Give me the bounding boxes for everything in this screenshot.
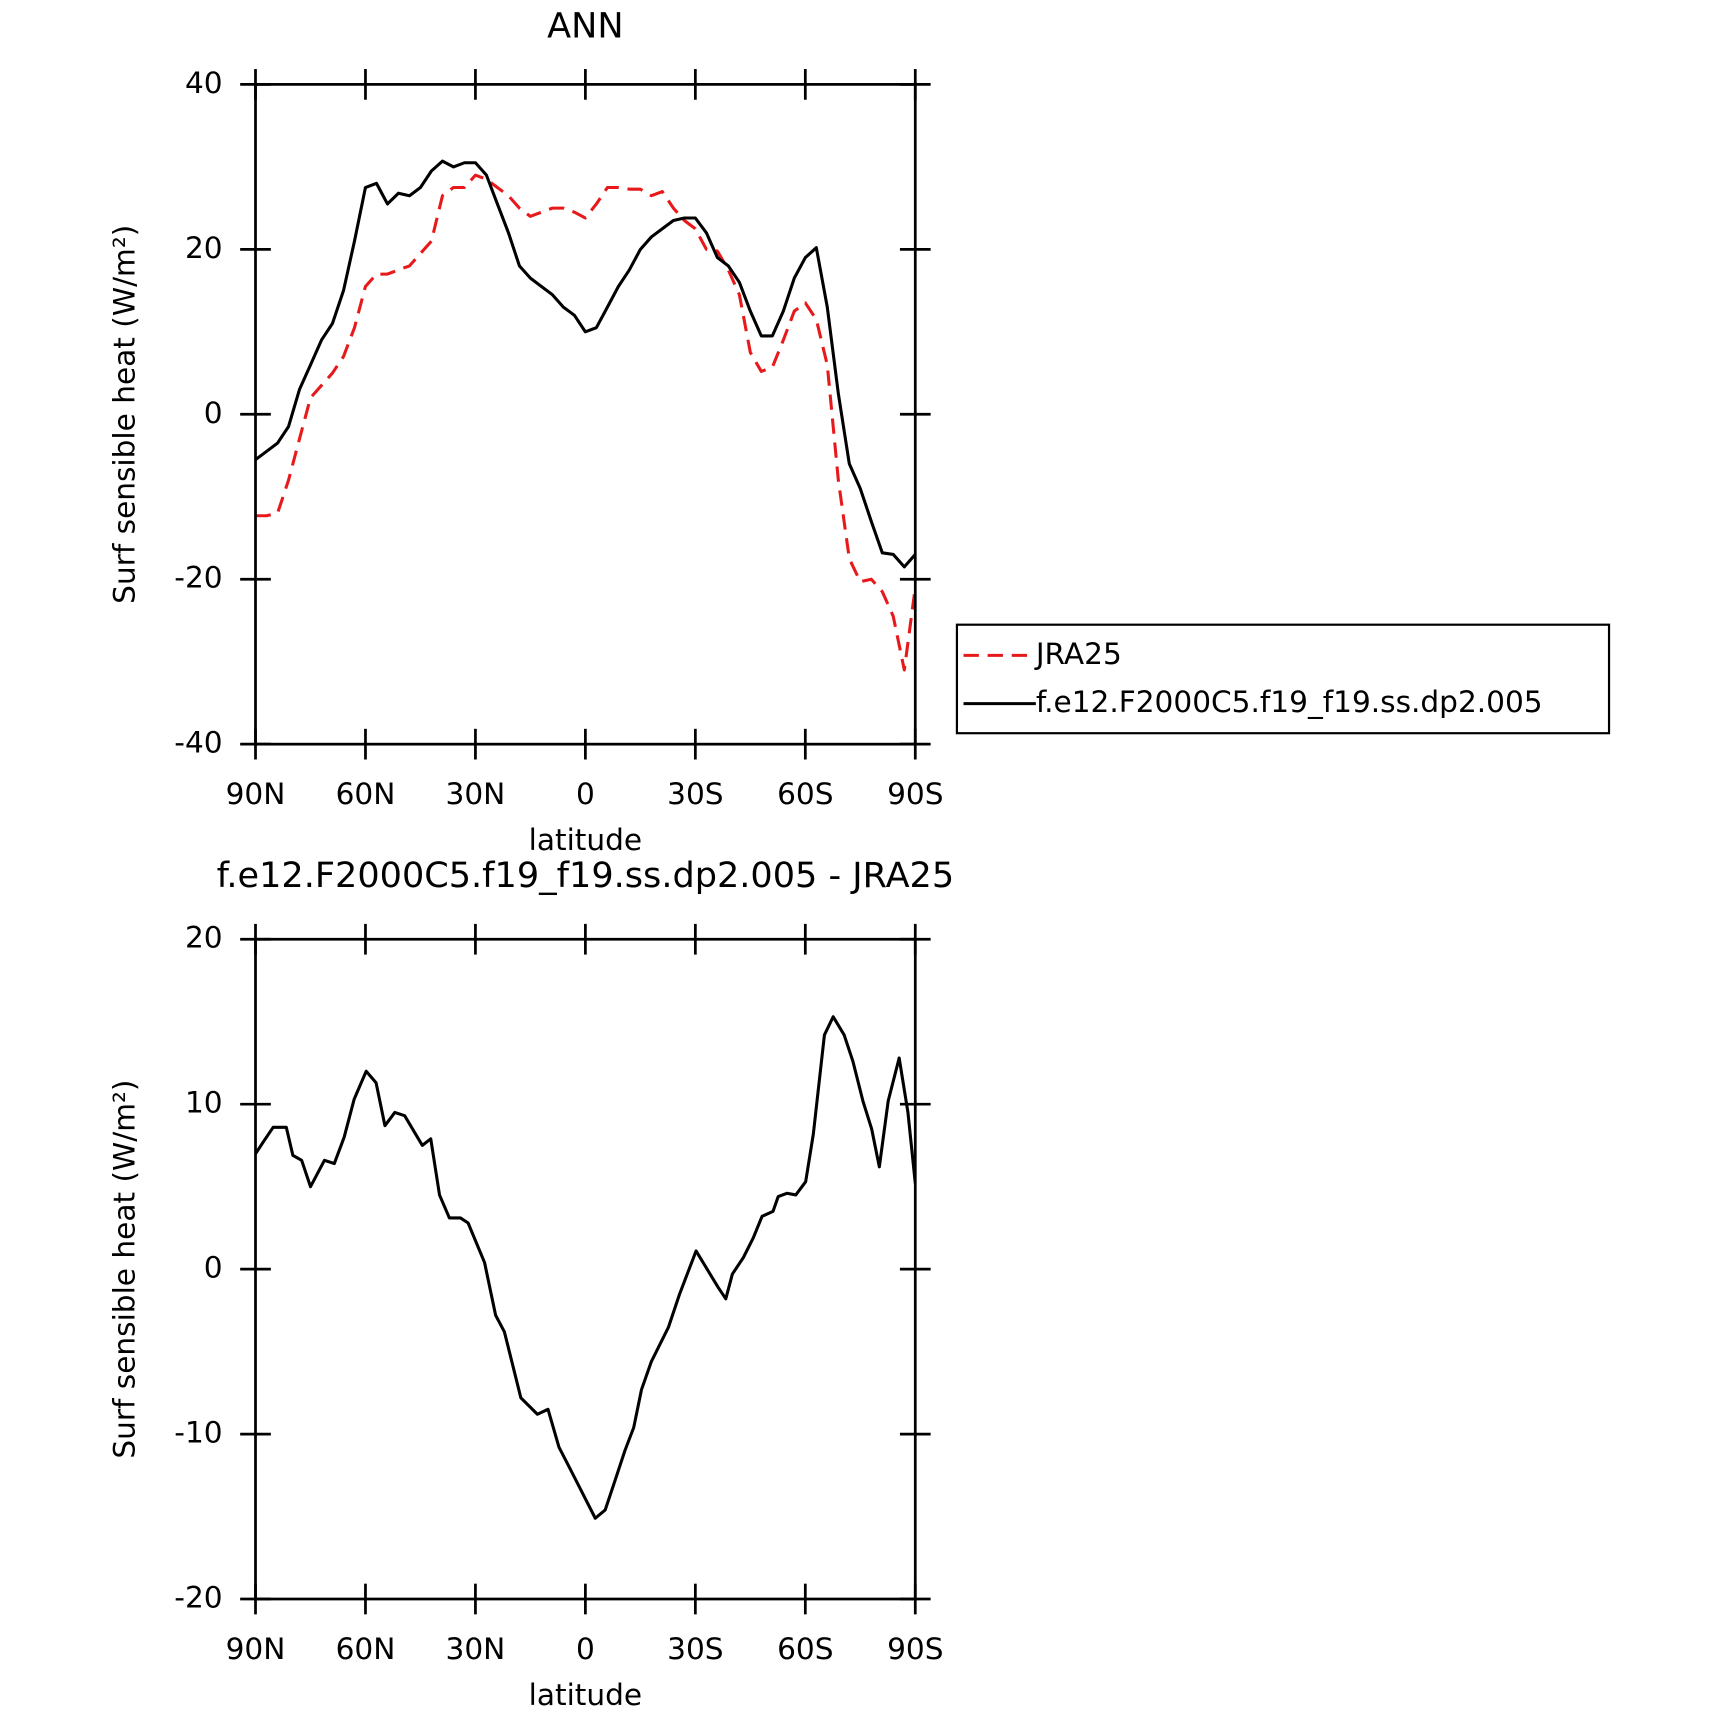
- legend-box: [955, 623, 1611, 735]
- y-axis-label: Surf sensible heat (W/m²): [108, 1080, 142, 1459]
- plot-frame: [254, 937, 917, 1601]
- y-tick-label: 0: [204, 396, 223, 430]
- x-tick-label: 60N: [336, 1632, 396, 1666]
- data-line: [255, 173, 916, 672]
- x-tick-label: 60S: [777, 777, 833, 811]
- y-axis-label: Surf sensible heat (W/m²): [108, 225, 142, 604]
- x-tick-label: 60S: [777, 1632, 833, 1666]
- x-tick-label: 90S: [887, 777, 943, 811]
- y-tick-label: 10: [185, 1086, 223, 1120]
- data-line: [255, 159, 916, 569]
- legend-label: f.e12.F2000C5.f19_f19.ss.dp2.005: [1036, 685, 1543, 719]
- x-tick-label: 30S: [667, 1632, 723, 1666]
- x-tick-label: 30N: [446, 777, 506, 811]
- y-tick-label: -20: [174, 1581, 222, 1615]
- x-tick-label: 30S: [667, 777, 723, 811]
- x-axis-label: latitude: [529, 823, 642, 857]
- x-tick-label: 60N: [336, 777, 396, 811]
- y-tick-label: -40: [174, 726, 222, 760]
- x-tick-label: 90N: [226, 777, 286, 811]
- x-tick-label: 0: [576, 777, 595, 811]
- x-tick-label: 90N: [226, 1632, 286, 1666]
- y-tick-label: -20: [174, 561, 222, 595]
- y-tick-label: -10: [174, 1416, 222, 1450]
- x-tick-label: 30N: [446, 1632, 506, 1666]
- chart-title: ANN: [547, 5, 623, 46]
- legend-label: JRA25: [1034, 637, 1122, 671]
- x-tick-label: 0: [576, 1632, 595, 1666]
- x-tick-label: 90S: [887, 1632, 943, 1666]
- y-tick-label: 20: [185, 231, 223, 265]
- chart-title: f.e12.F2000C5.f19_f19.ss.dp2.005 - JRA25: [217, 855, 955, 896]
- plot-frame: [254, 83, 917, 746]
- x-axis-label: latitude: [529, 1678, 642, 1712]
- data-line: [255, 1015, 916, 1520]
- y-tick-label: 20: [185, 921, 223, 955]
- y-tick-label: 0: [204, 1251, 223, 1285]
- y-tick-label: 40: [185, 66, 223, 100]
